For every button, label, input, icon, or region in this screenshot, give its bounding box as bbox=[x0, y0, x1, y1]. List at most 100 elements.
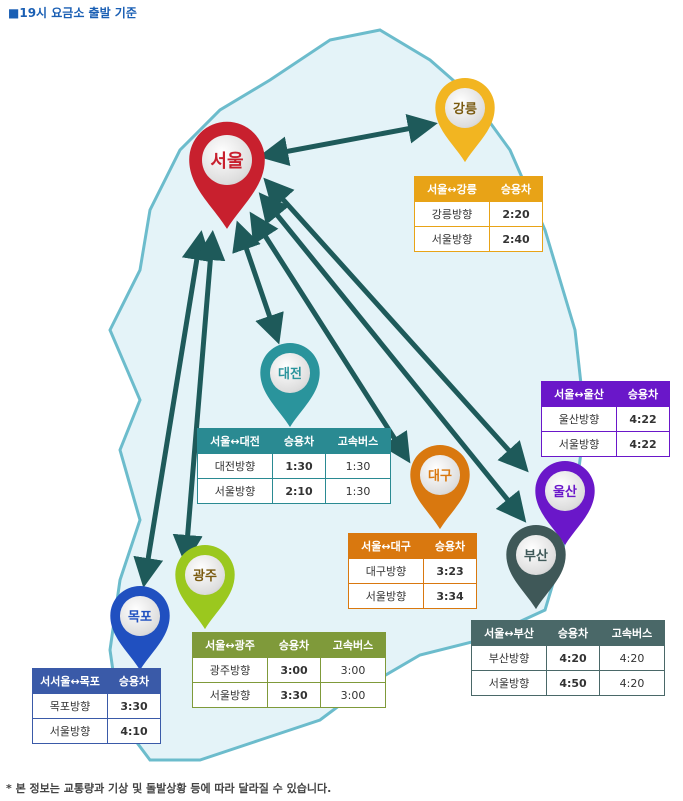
table-row: 울산방향 4:22 bbox=[541, 406, 670, 432]
table-header: 서울↔광주 승용차 고속버스 bbox=[192, 632, 386, 658]
pin-daegu: 대구 bbox=[407, 442, 473, 531]
pin-ulsan: 울산 bbox=[532, 458, 598, 547]
pin-mokpo: 목포 bbox=[107, 583, 173, 672]
disclaimer-note: * 본 정보는 교통량과 기상 및 돌발상황 등에 따라 달라질 수 있습니다. bbox=[6, 782, 332, 795]
car-time-cell: 4:22 bbox=[616, 431, 670, 457]
car-time-cell: 3:23 bbox=[423, 558, 477, 584]
column-header: 승용차 bbox=[616, 381, 670, 407]
table-row: 서울방향 3:34 bbox=[348, 583, 477, 609]
direction-cell: 대구방향 bbox=[348, 558, 424, 584]
arrow-seoul-gwangju bbox=[172, 230, 226, 565]
column-header: 서울↔대구 bbox=[348, 533, 424, 559]
direction-cell: 서울방향 bbox=[192, 682, 268, 708]
direction-cell: 목포방향 bbox=[32, 693, 108, 719]
column-header: 서울↔울산 bbox=[541, 381, 617, 407]
pin-label: 서울 bbox=[201, 134, 253, 186]
table-row: 서울방향 4:10 bbox=[32, 718, 161, 744]
car-time-cell: 3:30 bbox=[107, 693, 161, 719]
direction-cell: 대전방향 bbox=[197, 453, 273, 479]
direction-cell: 부산방향 bbox=[471, 645, 547, 671]
pin-label: 광주 bbox=[185, 555, 225, 595]
column-header: 승용차 bbox=[489, 176, 543, 202]
pin-label: 부산 bbox=[516, 535, 556, 575]
column-header: 고속버스 bbox=[320, 632, 386, 658]
table-row: 서울방향 2:10 1:30 bbox=[197, 478, 391, 504]
car-time-cell: 2:40 bbox=[489, 226, 543, 252]
table-row: 대구방향 3:23 bbox=[348, 558, 477, 584]
pin-busan: 부산 bbox=[503, 522, 569, 611]
pin-gwangju: 광주 bbox=[172, 542, 238, 631]
direction-cell: 서울방향 bbox=[197, 478, 273, 504]
column-header: 서서울↔목포 bbox=[32, 668, 108, 694]
table-row: 서울방향 4:50 4:20 bbox=[471, 670, 665, 696]
column-header: 고속버스 bbox=[325, 428, 391, 454]
column-header: 승용차 bbox=[267, 632, 321, 658]
direction-cell: 강릉방향 bbox=[414, 201, 490, 227]
direction-cell: 서울방향 bbox=[32, 718, 108, 744]
table-daegu: 서울↔대구 승용차 대구방향 3:23 서울방향 3:34 bbox=[348, 533, 477, 609]
bus-time-cell: 3:00 bbox=[320, 682, 386, 708]
table-row: 서울방향 2:40 bbox=[414, 226, 543, 252]
car-time-cell: 3:34 bbox=[423, 583, 477, 609]
car-time-cell: 4:50 bbox=[546, 670, 600, 696]
table-header: 서울↔대전 승용차 고속버스 bbox=[197, 428, 391, 454]
car-time-cell: 4:10 bbox=[107, 718, 161, 744]
table-row: 서울방향 4:22 bbox=[541, 431, 670, 457]
pin-label: 목포 bbox=[120, 596, 160, 636]
table-row: 부산방향 4:20 4:20 bbox=[471, 645, 665, 671]
car-time-cell: 4:20 bbox=[546, 645, 600, 671]
direction-cell: 서울방향 bbox=[414, 226, 490, 252]
table-daejeon: 서울↔대전 승용차 고속버스 대전방향 1:30 1:30 서울방향 2:10 1:30 bbox=[197, 428, 391, 504]
direction-cell: 서울방향 bbox=[541, 431, 617, 457]
table-row: 목포방향 3:30 bbox=[32, 693, 161, 719]
pin-label: 강릉 bbox=[445, 88, 485, 128]
bus-time-cell: 3:00 bbox=[320, 657, 386, 683]
page-title: ■19시 요금소 출발 기준 bbox=[8, 6, 137, 20]
table-gangneung: 서울↔강릉 승용차 강릉방향 2:20 서울방향 2:40 bbox=[414, 176, 543, 252]
direction-cell: 서울방향 bbox=[348, 583, 424, 609]
table-row: 서울방향 3:30 3:00 bbox=[192, 682, 386, 708]
car-time-cell: 2:10 bbox=[272, 478, 326, 504]
bus-time-cell: 1:30 bbox=[325, 478, 391, 504]
table-row: 강릉방향 2:20 bbox=[414, 201, 543, 227]
table-header: 서울↔대구 승용차 bbox=[348, 533, 477, 559]
table-gwangju: 서울↔광주 승용차 고속버스 광주방향 3:00 3:00 서울방향 3:30 3:00 bbox=[192, 632, 386, 708]
column-header: 서울↔부산 bbox=[471, 620, 547, 646]
direction-cell: 울산방향 bbox=[541, 406, 617, 432]
bus-time-cell: 4:20 bbox=[599, 670, 665, 696]
table-header: 서울↔울산 승용차 bbox=[541, 381, 670, 407]
table-busan: 서울↔부산 승용차 고속버스 부산방향 4:20 4:20 서울방향 4:50 4:20 bbox=[471, 620, 665, 696]
table-row: 광주방향 3:00 3:00 bbox=[192, 657, 386, 683]
pin-label: 대전 bbox=[270, 353, 310, 393]
column-header: 승용차 bbox=[546, 620, 600, 646]
direction-cell: 광주방향 bbox=[192, 657, 268, 683]
column-header: 승용차 bbox=[107, 668, 161, 694]
car-time-cell: 4:22 bbox=[616, 406, 670, 432]
arrow-seoul-busan bbox=[258, 192, 527, 523]
pin-seoul: 서울 bbox=[185, 118, 269, 231]
pin-daejeon: 대전 bbox=[257, 340, 323, 429]
direction-cell: 서울방향 bbox=[471, 670, 547, 696]
column-header: 승용차 bbox=[272, 428, 326, 454]
bus-time-cell: 1:30 bbox=[325, 453, 391, 479]
column-header: 서울↔강릉 bbox=[414, 176, 490, 202]
table-ulsan: 서울↔울산 승용차 울산방향 4:22 서울방향 4:22 bbox=[541, 381, 670, 457]
table-header: 서울↔강릉 승용차 bbox=[414, 176, 543, 202]
pin-gangneung: 강릉 bbox=[432, 75, 498, 164]
car-time-cell: 3:00 bbox=[267, 657, 321, 683]
column-header: 서울↔대전 bbox=[197, 428, 273, 454]
column-header: 서울↔광주 bbox=[192, 632, 268, 658]
table-row: 대전방향 1:30 1:30 bbox=[197, 453, 391, 479]
column-header: 승용차 bbox=[423, 533, 477, 559]
arrow-seoul-gangneung bbox=[258, 113, 438, 167]
table-mokpo: 서서울↔목포 승용차 목포방향 3:30 서울방향 4:10 bbox=[32, 668, 161, 744]
pin-label: 울산 bbox=[545, 471, 585, 511]
table-header: 서서울↔목포 승용차 bbox=[32, 668, 161, 694]
car-time-cell: 2:20 bbox=[489, 201, 543, 227]
pin-label: 대구 bbox=[420, 455, 460, 495]
table-header: 서울↔부산 승용차 고속버스 bbox=[471, 620, 665, 646]
bus-time-cell: 4:20 bbox=[599, 645, 665, 671]
column-header: 고속버스 bbox=[599, 620, 665, 646]
car-time-cell: 3:30 bbox=[267, 682, 321, 708]
